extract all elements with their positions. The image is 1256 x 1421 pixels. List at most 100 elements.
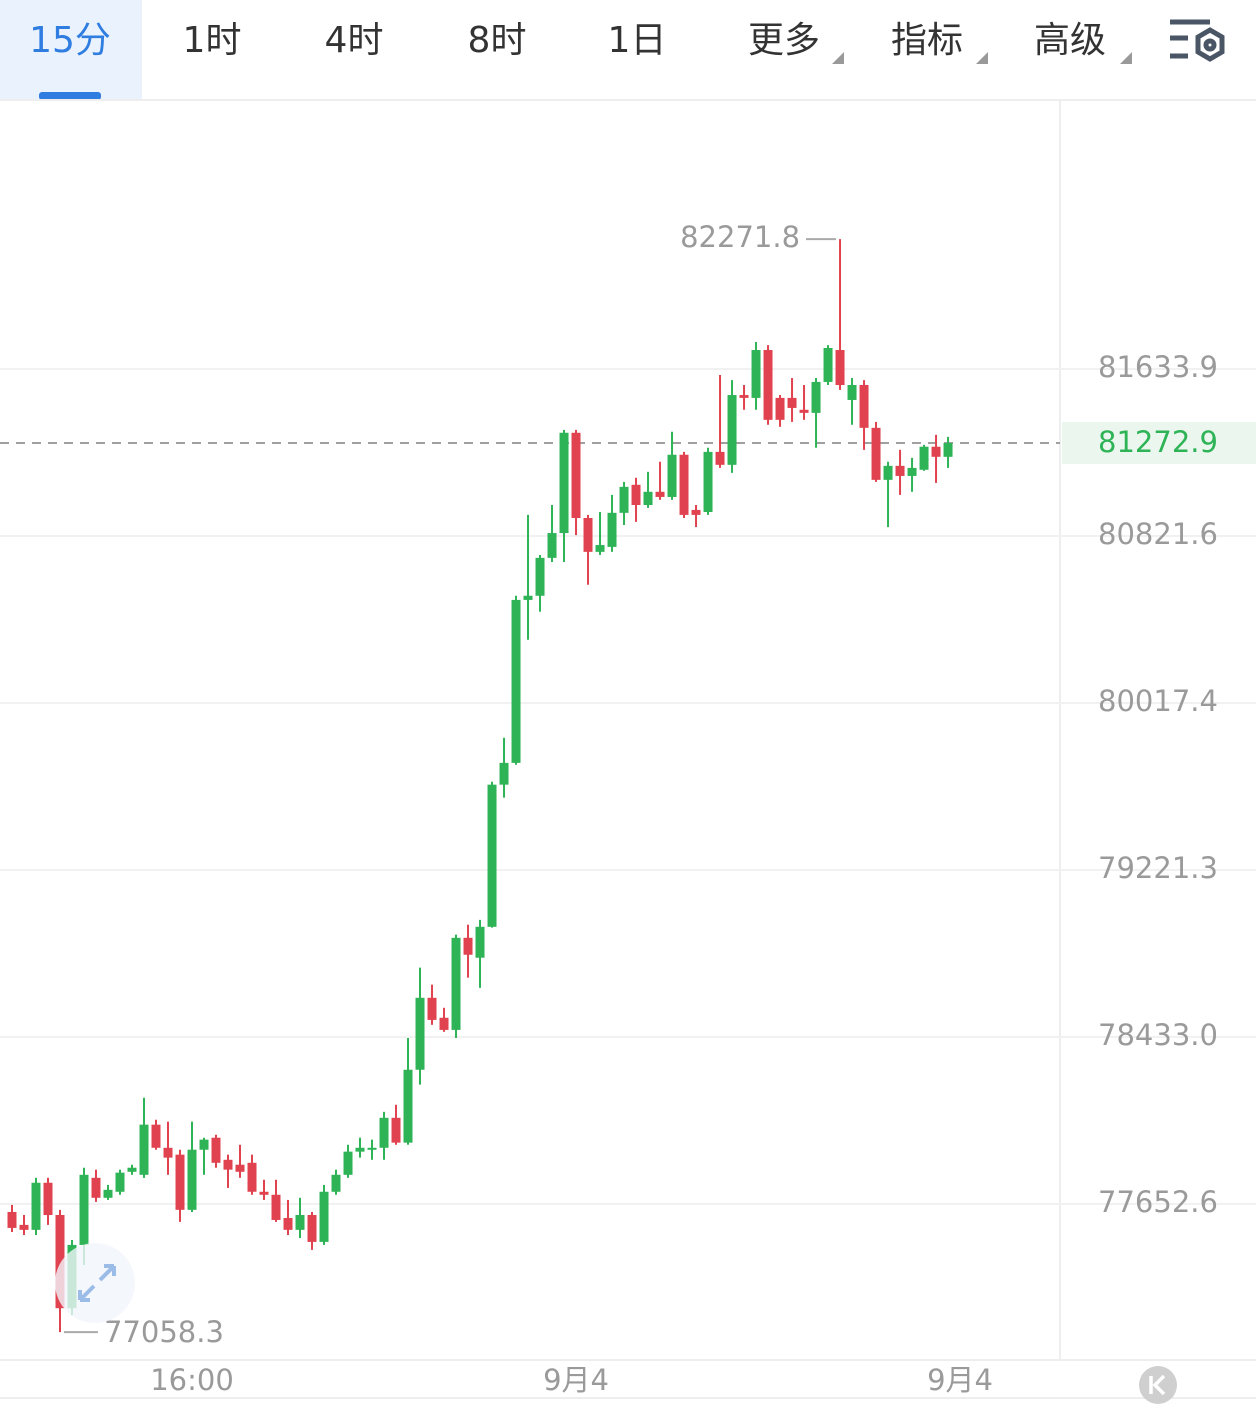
candle-body: [811, 381, 821, 413]
candle-body: [655, 491, 665, 497]
candle-body: [127, 1167, 137, 1172]
y-tick-label: 77652.6: [1098, 1185, 1218, 1219]
candle-body: [799, 409, 809, 413]
tab[interactable]: 高级: [1034, 20, 1106, 61]
candle-body: [619, 486, 629, 513]
active-tab-bg: [0, 0, 142, 100]
y-tick-label: 80821.6: [1098, 517, 1218, 551]
candle-body: [247, 1162, 257, 1192]
candle-body: [115, 1172, 125, 1192]
tab[interactable]: 更多: [748, 20, 820, 61]
candle-body: [223, 1159, 233, 1170]
candle-body: [7, 1211, 17, 1228]
candle-body: [139, 1124, 149, 1175]
candle-body: [535, 557, 545, 596]
x-tick-label: 16:00: [150, 1363, 234, 1397]
candle-body: [835, 350, 845, 385]
candle-body: [895, 465, 905, 476]
expand-button[interactable]: [55, 1243, 135, 1323]
candle-body: [79, 1174, 89, 1245]
candle-body: [547, 533, 557, 558]
candle-body: [343, 1151, 353, 1175]
candle-body: [331, 1174, 341, 1192]
x-tick-label: 9月4: [543, 1363, 609, 1397]
candle-body: [703, 451, 713, 513]
tab[interactable]: 8时: [468, 20, 527, 61]
candle-body: [859, 384, 869, 428]
candle-body: [475, 926, 485, 958]
last-price-bg: [1062, 422, 1256, 465]
tab[interactable]: 4时: [325, 20, 384, 61]
candle-body: [91, 1177, 101, 1198]
candle-body: [715, 451, 725, 465]
dropdown-arrow: [1120, 52, 1132, 64]
candle-body: [283, 1218, 293, 1230]
candle-body: [595, 545, 605, 552]
candle-body: [271, 1194, 281, 1220]
dropdown-arrow: [832, 52, 844, 64]
tab[interactable]: 1日: [608, 20, 667, 61]
candle-body: [511, 599, 521, 763]
candle-body: [427, 997, 437, 1020]
scroll-latest-button[interactable]: [1139, 1366, 1177, 1404]
candle-body: [199, 1139, 209, 1150]
candle-body: [943, 443, 953, 457]
y-tick-label: 79221.3: [1098, 851, 1218, 885]
candle-body: [631, 484, 641, 505]
y-tick-label: 78433.0: [1098, 1018, 1218, 1052]
candle-body: [559, 432, 569, 534]
candle-body: [871, 427, 881, 480]
candle-body: [211, 1137, 221, 1163]
candle-body: [499, 762, 509, 785]
candle-body: [31, 1182, 41, 1230]
candle-body: [235, 1164, 245, 1172]
tab[interactable]: 指标: [891, 20, 963, 61]
candle-body: [823, 347, 833, 382]
candle-body: [583, 517, 593, 552]
high-label: 82271.8: [680, 220, 800, 254]
candle-body: [307, 1214, 317, 1242]
candle-body: [163, 1147, 173, 1158]
active-tab-indicator: [39, 92, 101, 100]
candle-body: [739, 395, 749, 398]
candle-body: [403, 1069, 413, 1143]
candle-body: [667, 454, 677, 497]
candle-body: [19, 1224, 29, 1230]
candle-body: [151, 1124, 161, 1148]
candle-body: [487, 784, 497, 927]
candle-body: [367, 1147, 377, 1150]
last-price-label: 81272.9: [1098, 425, 1218, 459]
candle-body: [679, 454, 689, 515]
settings-icon[interactable]: [1170, 19, 1225, 62]
plot: 77652.6 78433.0 79221.3 80017.4 80821.6 81633…: [0, 220, 1256, 1397]
low-label: 77058.3: [104, 1315, 224, 1349]
y-tick-label: 80017.4: [1098, 684, 1218, 718]
candle-body: [643, 491, 653, 505]
dropdown-arrow: [976, 52, 988, 64]
x-tick-label: 9月4: [927, 1363, 993, 1397]
candle-body: [931, 446, 941, 457]
candle-body: [103, 1189, 113, 1198]
candle-body: [55, 1214, 65, 1309]
tab[interactable]: 1时: [183, 20, 242, 61]
candle-body: [571, 432, 581, 518]
candle-body: [607, 512, 617, 547]
candle-body: [691, 509, 701, 515]
candle-body: [907, 467, 917, 476]
tab[interactable]: 15分: [29, 20, 111, 61]
candle-body: [295, 1214, 305, 1230]
candle-body: [319, 1191, 329, 1242]
candle-body: [727, 395, 737, 465]
candle-body: [439, 1017, 449, 1030]
candle-body: [379, 1117, 389, 1148]
tab-bar: 15分 1时 4时 8时 1日 更多 指标 高级: [29, 20, 1106, 61]
candle-body: [259, 1191, 269, 1195]
candle-body: [883, 465, 893, 480]
candle-body: [763, 350, 773, 420]
candle-body: [847, 384, 857, 400]
candle-body: [355, 1147, 365, 1152]
y-tick-label: 81633.9: [1098, 350, 1218, 384]
candle-body: [415, 997, 425, 1070]
